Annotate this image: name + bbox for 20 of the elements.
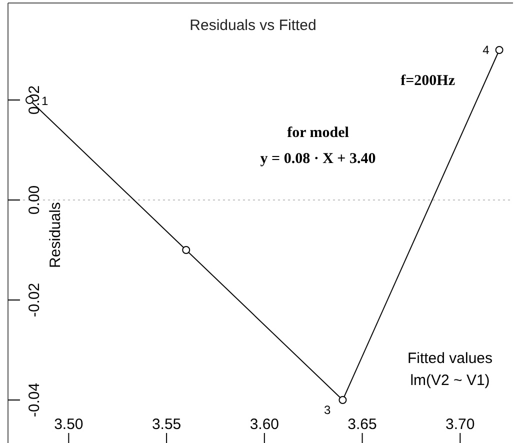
- x-tick-label: 3.50: [54, 416, 84, 433]
- point: [495, 46, 504, 54]
- y-tick-label: 0.00: [26, 185, 43, 215]
- y-axis-title: Residuals: [47, 202, 64, 268]
- annotation: for model: [287, 125, 349, 141]
- x-tick-label: 3.55: [152, 416, 182, 433]
- point: [182, 246, 190, 254]
- annotation: 1: [42, 94, 49, 108]
- text: Residuals vs Fitted: [190, 17, 316, 34]
- y-tick-label: -0.04: [26, 382, 43, 418]
- x-tick-label: 3.65: [348, 416, 377, 433]
- annotation: y = 0.08 · X + 3.40: [260, 151, 376, 167]
- x-tick-label: 3.60: [250, 416, 280, 433]
- annotation: 4: [482, 43, 490, 57]
- point: [338, 396, 347, 404]
- y-tick-label: -0.02: [26, 282, 43, 318]
- annotation: f=200Hz: [400, 73, 456, 89]
- annotation: 3: [324, 403, 332, 417]
- x-axis-title: Fitted values lm(V2 ~ V1): [407, 350, 493, 389]
- x-tick-label: 3.70: [446, 416, 475, 433]
